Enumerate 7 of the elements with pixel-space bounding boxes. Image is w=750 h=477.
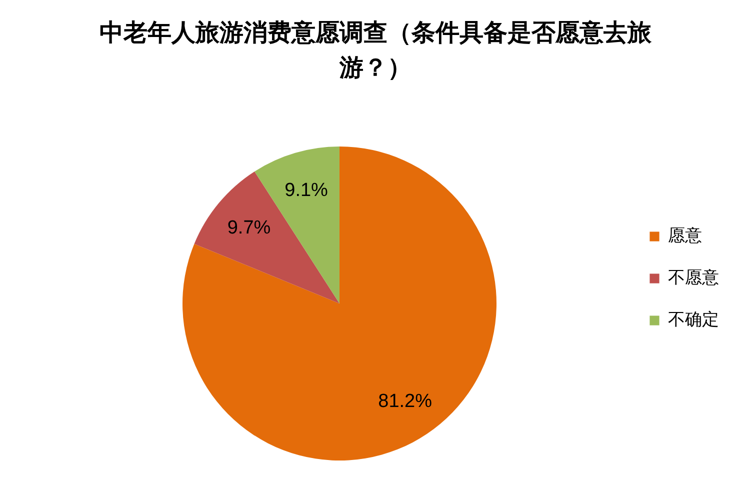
legend-label: 不确定 <box>668 309 719 331</box>
data-label: 81.2% <box>378 390 432 412</box>
legend-label: 不愿意 <box>668 267 719 289</box>
data-label: 9.1% <box>284 180 328 202</box>
chart-title: 中老年人旅游消费意愿调查（条件具备是否愿意去旅游？） <box>100 20 652 82</box>
data-label: 9.7% <box>227 218 271 239</box>
legend-label: 愿意 <box>668 225 702 247</box>
